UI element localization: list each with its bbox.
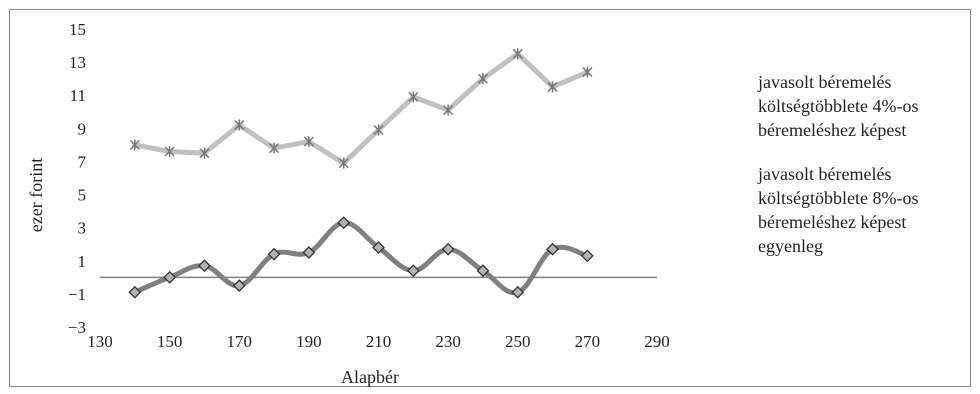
legend-text: javasolt béremelés <box>758 162 966 186</box>
x-tick-label: 130 <box>87 332 113 351</box>
series-line <box>135 223 588 293</box>
legend-item-series-1: javasolt béremelés költségtöbblete 4%-os… <box>666 70 966 142</box>
data-point-diamond <box>443 244 454 255</box>
x-tick-label: 190 <box>296 332 322 351</box>
series-1 <box>130 48 592 168</box>
y-tick-label: 13 <box>69 53 86 72</box>
series-line <box>135 54 588 163</box>
x-tick-label: 210 <box>366 332 392 351</box>
x-axis-ticks: 130 150 170 190 210 230 250 270 290 <box>87 332 670 351</box>
y-tick-label: 7 <box>78 152 87 171</box>
legend-text: költségtöbblete 4%-os <box>758 94 966 118</box>
y-tick-label: 1 <box>78 252 87 271</box>
legend-text: javasolt béremelés <box>758 70 966 94</box>
x-axis-label: Alapbér <box>341 367 399 387</box>
y-tick-label: 15 <box>69 20 86 39</box>
y-tick-label: 9 <box>78 119 87 138</box>
legend-text: költségtöbblete 8%-os <box>758 186 966 210</box>
y-tick-label: 3 <box>78 219 87 238</box>
y-tick-label: −3 <box>68 318 86 337</box>
x-tick-label: 150 <box>157 332 183 351</box>
x-tick-label: 170 <box>227 332 253 351</box>
legend-text: béremeléshez képest <box>758 210 966 234</box>
x-tick-label: 270 <box>575 332 601 351</box>
legend-text: béremeléshez képest <box>758 118 966 142</box>
data-point-diamond <box>338 217 349 228</box>
legend-item-series-2: javasolt béremelés költségtöbblete 8%-os… <box>666 162 966 258</box>
y-axis-label: ezer forint <box>26 158 46 232</box>
x-tick-label: 250 <box>505 332 531 351</box>
y-tick-label: −1 <box>68 285 86 304</box>
legend: javasolt béremelés költségtöbblete 4%-os… <box>666 70 966 278</box>
x-tick-label: 290 <box>644 332 670 351</box>
series-layer <box>129 48 593 297</box>
x-tick-label: 230 <box>435 332 461 351</box>
legend-text: egyenleg <box>758 234 966 258</box>
series-2 <box>129 217 593 298</box>
y-tick-label: 11 <box>70 86 86 105</box>
data-point-diamond <box>408 265 419 276</box>
y-tick-label: 5 <box>78 186 87 205</box>
